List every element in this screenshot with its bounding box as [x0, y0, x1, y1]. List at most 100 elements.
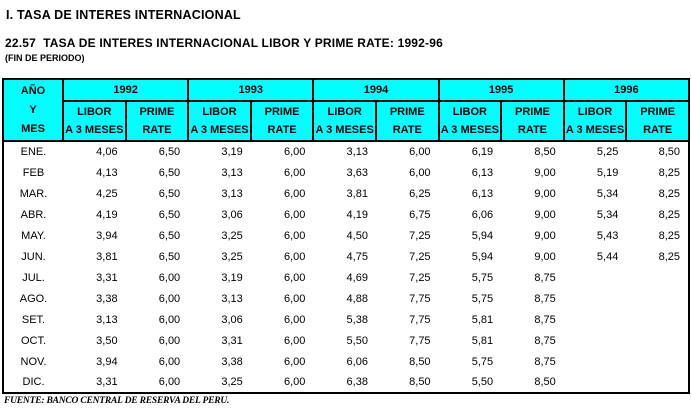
value-cell: [563, 330, 627, 351]
value-cell: 8,50: [375, 351, 439, 372]
prime-header-line-2: RATE: [142, 124, 172, 136]
year-header-1996: 1996: [562, 78, 691, 102]
prime-header-1994: PRIME RATE: [374, 100, 440, 142]
value-cell: 3,81: [63, 246, 126, 267]
value-cell: 6,00: [250, 330, 314, 351]
table-row: OCT. 3,50 6,00 3,31 6,00 5,50 7,75 5,81 8,75: [3, 330, 689, 351]
value-cell: 3,63: [313, 162, 376, 183]
value-cell: 3,13: [313, 141, 376, 162]
month-cell: JUL.: [3, 267, 63, 288]
value-cell: 6,00: [250, 141, 314, 162]
value-cell: 5,81: [438, 330, 502, 351]
value-cell: 5,19: [563, 162, 627, 183]
value-cell: 8,25: [626, 162, 689, 183]
table-row: ENE. 4,06 6,50 3,19 6,00 3,13 6,00 6,19 8,50 5,25…: [3, 141, 689, 162]
value-cell: 6,50: [125, 204, 189, 225]
value-cell: 6,00: [375, 141, 439, 162]
value-cell: 3,13: [63, 309, 126, 330]
value-cell: 8,25: [626, 246, 689, 267]
libor-header-line-2: A 3 MESES: [190, 124, 249, 136]
year-header-1992: 1992: [61, 78, 190, 102]
value-cell: 6,06: [313, 351, 376, 372]
value-cell: 5,50: [313, 330, 376, 351]
corner-header-cell: AÑO Y MES: [2, 78, 64, 142]
value-cell: 6,00: [250, 309, 314, 330]
table-body: ENE. 4,06 6,50 3,19 6,00 3,13 6,00 6,19 8,50 5,25…: [3, 141, 689, 393]
value-cell: 6,00: [250, 267, 314, 288]
value-cell: 9,00: [501, 225, 564, 246]
value-cell: 5,38: [313, 309, 376, 330]
value-cell: 3,06: [188, 204, 251, 225]
libor-header-1994: LIBOR A 3 MESES: [312, 100, 377, 142]
value-cell: 5,81: [438, 309, 502, 330]
value-cell: 3,50: [63, 330, 126, 351]
value-cell: [626, 351, 689, 372]
libor-header-1992: LIBOR A 3 MESES: [62, 100, 127, 142]
value-cell: 5,34: [563, 183, 627, 204]
month-cell: AGO.: [3, 288, 63, 309]
value-cell: 5,43: [563, 225, 627, 246]
value-cell: 3,31: [63, 372, 126, 393]
value-cell: 6,13: [438, 183, 502, 204]
value-cell: 8,50: [375, 372, 439, 393]
source-note: FUENTE: BANCO CENTRAL DE RESERVA DEL PER…: [4, 396, 230, 406]
value-cell: [563, 372, 627, 393]
value-cell: 6,19: [438, 141, 502, 162]
year-header-row: AÑO Y MES 1992 1993 1994 1995 1996: [2, 78, 691, 142]
year-header-1995: 1995: [437, 78, 565, 102]
value-cell: 3,81: [313, 183, 376, 204]
libor-header-line-2: A 3 MESES: [440, 124, 499, 136]
value-cell: 6,50: [125, 225, 189, 246]
month-cell: MAR.: [3, 183, 63, 204]
value-cell: 8,25: [626, 183, 689, 204]
value-cell: 3,94: [63, 225, 126, 246]
value-cell: 8,25: [626, 225, 689, 246]
table-header: AÑO Y MES 1992 1993 1994 1995 1996 LIBOR A 3 …: [2, 78, 691, 142]
value-cell: 3,38: [188, 351, 251, 372]
value-cell: 3,31: [63, 267, 126, 288]
value-cell: 8,75: [501, 330, 564, 351]
value-cell: 6,00: [250, 372, 314, 393]
month-cell: ABR.: [3, 204, 63, 225]
libor-header-line-1: LIBOR: [452, 106, 487, 118]
value-cell: 6,25: [375, 183, 439, 204]
value-cell: 3,06: [188, 309, 251, 330]
value-cell: 4,19: [313, 204, 376, 225]
month-cell: OCT.: [3, 330, 63, 351]
value-cell: 4,75: [313, 246, 376, 267]
month-cell: MAY.: [3, 225, 63, 246]
value-cell: 4,50: [313, 225, 376, 246]
value-cell: 3,25: [188, 372, 251, 393]
value-cell: 8,75: [501, 288, 564, 309]
value-cell: 9,00: [501, 246, 564, 267]
corner-line-3: MES: [21, 122, 45, 135]
value-cell: 6,00: [250, 183, 314, 204]
value-cell: 6,00: [250, 246, 314, 267]
corner-line-2: Y: [29, 103, 37, 116]
prime-header-1995: PRIME RATE: [500, 100, 565, 142]
value-cell: 9,00: [501, 183, 564, 204]
value-cell: 6,06: [438, 204, 502, 225]
corner-line-1: AÑO: [20, 84, 46, 97]
table-row: ABR. 4,19 6,50 3,06 6,00 4,19 6,75 6,06 9,00 5,34…: [3, 204, 689, 225]
month-cell: ENE.: [3, 141, 63, 162]
table-row: MAR. 4,25 6,50 3,13 6,00 3,81 6,25 6,13 9,00 5,34…: [3, 183, 689, 204]
prime-header-line-2: RATE: [267, 124, 297, 136]
value-cell: [563, 351, 627, 372]
value-cell: 6,00: [125, 267, 189, 288]
value-cell: 8,75: [501, 351, 564, 372]
value-cell: 6,00: [125, 351, 189, 372]
table-row: MAY. 3,94 6,50 3,25 6,00 4,50 7,25 5,94 9,00 5,43…: [3, 225, 689, 246]
value-cell: 4,69: [313, 267, 376, 288]
value-cell: 3,25: [188, 225, 251, 246]
value-cell: 6,00: [125, 330, 189, 351]
value-cell: 6,00: [375, 162, 439, 183]
value-cell: 8,75: [501, 267, 564, 288]
value-cell: 6,50: [125, 162, 189, 183]
month-cell: FEB: [3, 162, 63, 183]
table-row: NOV. 3,94 6,00 3,38 6,00 6,06 8,50 5,75 8,75: [3, 351, 689, 372]
libor-header-line-1: LIBOR: [577, 106, 613, 118]
month-cell: NOV.: [3, 351, 63, 372]
value-cell: 3,38: [63, 288, 126, 309]
